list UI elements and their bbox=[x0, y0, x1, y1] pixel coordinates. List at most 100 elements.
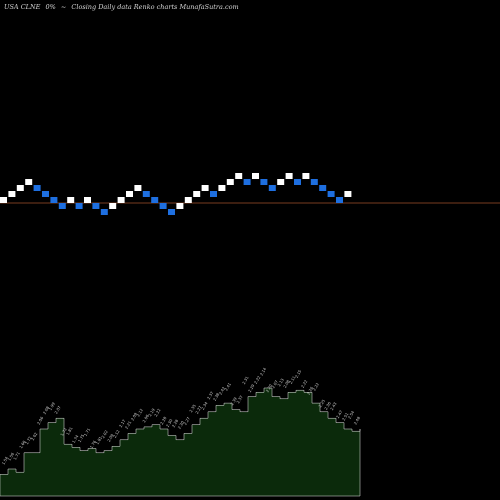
volume-label: 2.14 bbox=[259, 366, 268, 376]
volume-label: 2.06 bbox=[36, 415, 45, 425]
volume-label: 2.27 bbox=[194, 404, 203, 414]
volume-label: 2.12 bbox=[112, 428, 121, 438]
renko-brick bbox=[50, 197, 58, 203]
volume-label: 2.09 bbox=[106, 432, 115, 442]
volume-label: 1.81 bbox=[65, 426, 74, 436]
volume-label: 2.11 bbox=[288, 374, 297, 384]
volume-label: 2.28 bbox=[171, 418, 180, 428]
volume-label: 1.99 bbox=[47, 401, 56, 411]
volume-label: 2.22 bbox=[253, 374, 262, 384]
renko-brick bbox=[226, 179, 234, 185]
volume-label: 2.25 bbox=[317, 398, 326, 408]
volume-label: 2.09 bbox=[130, 411, 139, 421]
volume-label: 2.38 bbox=[212, 391, 221, 401]
volume-label: 2.34 bbox=[200, 400, 209, 410]
renko-brick bbox=[92, 203, 100, 209]
renko-brick bbox=[218, 185, 226, 191]
volume-label: 2.13 bbox=[276, 377, 285, 387]
volume-label: 2.47 bbox=[335, 409, 344, 419]
renko-brick bbox=[117, 197, 125, 203]
volume-label: 2.51 bbox=[341, 411, 350, 421]
volume-label: 2.08 bbox=[42, 405, 51, 415]
volume-label: 2.54 bbox=[347, 409, 356, 419]
chart-description: Closing Daily data Renko charts MunafaSu… bbox=[71, 3, 239, 11]
volume-label: 2.21 bbox=[124, 420, 133, 430]
volume-label: 2.37 bbox=[206, 390, 215, 400]
renko-brick bbox=[277, 179, 285, 185]
volume-label: 2.22 bbox=[153, 407, 162, 417]
renko-brick bbox=[252, 173, 259, 179]
volume-label: 2.27 bbox=[182, 416, 191, 426]
volume-label: 2.19 bbox=[147, 407, 156, 417]
renko-brick bbox=[25, 179, 33, 185]
volume-label: 1.72 bbox=[59, 426, 68, 436]
renko-brick bbox=[126, 191, 133, 197]
volume-label: 2.12 bbox=[135, 407, 144, 417]
renko-brick bbox=[310, 179, 318, 185]
renko-brick bbox=[260, 179, 268, 185]
volume-label: 1.76 bbox=[89, 439, 98, 449]
volume-label: 2.02 bbox=[30, 431, 39, 441]
volume-label: 2.31 bbox=[241, 375, 250, 385]
renko-brick bbox=[268, 185, 276, 191]
renko-brick bbox=[100, 209, 108, 215]
renko-brick bbox=[201, 185, 209, 191]
renko-brick bbox=[109, 203, 117, 209]
volume-label: 2.37 bbox=[235, 394, 244, 404]
volume-label: 1.74 bbox=[71, 434, 80, 444]
renko-brick bbox=[336, 197, 343, 203]
renko-brick bbox=[285, 173, 293, 179]
volume-label: 2.26 bbox=[306, 385, 315, 395]
volume-label: 2.39 bbox=[229, 396, 238, 406]
renko-brick bbox=[58, 203, 66, 209]
renko-brick bbox=[210, 191, 217, 197]
renko-brick bbox=[151, 197, 159, 203]
renko-brick bbox=[302, 173, 310, 179]
volume-label: 1.81 bbox=[94, 435, 103, 445]
renko-brick bbox=[319, 185, 327, 191]
volume-label: 2.36 bbox=[323, 400, 332, 410]
renko-brick bbox=[294, 179, 301, 185]
volume-label: 1.75 bbox=[77, 433, 86, 443]
volume-label: 2.42 bbox=[218, 385, 227, 395]
volume-label: 1.54 bbox=[1, 455, 10, 465]
renko-brick bbox=[8, 191, 16, 197]
volume-label: 2.41 bbox=[223, 381, 232, 391]
renko-brick bbox=[168, 209, 175, 215]
renko-brick bbox=[84, 197, 91, 203]
renko-brick bbox=[134, 185, 142, 191]
volume-label: 2.07 bbox=[53, 404, 62, 414]
renko-brick bbox=[0, 197, 7, 203]
volume-label: 2.08 bbox=[282, 378, 291, 388]
renko-brick bbox=[184, 197, 192, 203]
volume-label: 1.56 bbox=[6, 451, 15, 461]
volume-label: 2.22 bbox=[311, 381, 320, 391]
volume-label: 2.30 bbox=[177, 420, 186, 430]
volume-label: 2.43 bbox=[329, 401, 338, 411]
renko-brick bbox=[344, 191, 352, 197]
chart-symbol: USA CLNE bbox=[4, 3, 41, 11]
renko-brick bbox=[176, 203, 184, 209]
renko-brick bbox=[235, 173, 243, 179]
volume-label: 1.71 bbox=[12, 450, 21, 460]
renko-brick bbox=[75, 203, 83, 209]
renko-brick bbox=[16, 185, 24, 191]
renko-brick bbox=[42, 191, 49, 197]
renko-brick bbox=[142, 191, 150, 197]
renko-brick bbox=[33, 185, 41, 191]
volume-label: 2.07 bbox=[270, 379, 279, 389]
renko-brick bbox=[243, 179, 251, 185]
volume-label: 2.35 bbox=[188, 403, 197, 413]
volume-label: 1.71 bbox=[83, 427, 92, 437]
renko-brick bbox=[67, 197, 75, 203]
volume-label: 2.48 bbox=[353, 415, 362, 425]
volume-label: 2.30 bbox=[165, 418, 174, 428]
renko-brick bbox=[193, 191, 201, 197]
renko-brick bbox=[159, 203, 167, 209]
chart-title: USA CLNE 0% ~ Closing Daily data Renko c… bbox=[4, 3, 242, 11]
volume-label: 1.66 bbox=[18, 439, 27, 449]
volume-label: 2.28 bbox=[159, 415, 168, 425]
volume-label: 2.17 bbox=[118, 418, 127, 428]
